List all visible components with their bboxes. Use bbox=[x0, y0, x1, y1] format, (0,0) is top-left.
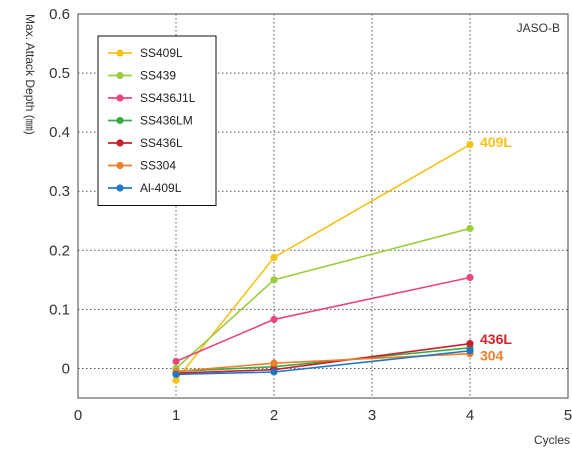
legend-entry: SS439 bbox=[140, 69, 176, 83]
legend-entry: SS304 bbox=[140, 159, 176, 173]
legend-swatch-marker bbox=[116, 49, 124, 57]
data-point bbox=[466, 140, 474, 149]
end-label: 304 bbox=[480, 347, 504, 363]
data-point bbox=[466, 273, 474, 282]
end-label: 436L bbox=[480, 331, 512, 347]
end-label: 409L bbox=[480, 134, 512, 150]
y-tick-label: 0.1 bbox=[49, 301, 70, 318]
series-line bbox=[175, 143, 471, 381]
series-ss436j1l bbox=[172, 273, 474, 365]
data-point bbox=[172, 357, 180, 365]
y-tick-label: 0.3 bbox=[49, 183, 70, 200]
data-point bbox=[270, 253, 278, 261]
legend-entry: SS409L bbox=[140, 46, 183, 60]
legend-box bbox=[97, 35, 217, 206]
legend-swatch-marker bbox=[116, 116, 124, 125]
data-point bbox=[172, 376, 180, 384]
y-tick-label: 0.4 bbox=[49, 124, 70, 141]
y-tick-label: 0.5 bbox=[49, 65, 70, 82]
data-point bbox=[270, 315, 278, 324]
legend-swatch-marker bbox=[116, 161, 124, 170]
x-tick-label: 2 bbox=[270, 407, 278, 424]
y-axis-label: Max. Attack Depth (㎜) bbox=[23, 14, 37, 135]
data-point bbox=[466, 224, 474, 233]
legend: SS409L SS439 SS436J1L SS436LM SS436L SS304 Al-… bbox=[97, 35, 217, 206]
y-tick-label: 0 bbox=[62, 360, 70, 377]
data-point bbox=[466, 347, 474, 355]
x-tick-label: 3 bbox=[368, 407, 376, 424]
data-point bbox=[466, 340, 474, 348]
y-tick-labels: 0 0.1 0.2 0.3 0.4 0.5 0.6 bbox=[49, 6, 70, 377]
data-point bbox=[172, 370, 180, 378]
x-tick-labels: 0 1 2 3 4 5 bbox=[74, 407, 572, 424]
data-point bbox=[270, 276, 278, 284]
legend-entry: SS436L bbox=[140, 136, 183, 150]
plot-frame bbox=[77, 13, 569, 399]
legend-swatch-marker bbox=[116, 184, 124, 192]
data-point bbox=[270, 359, 278, 367]
x-tick-label: 1 bbox=[172, 407, 180, 424]
y-tick-label: 0.6 bbox=[49, 6, 70, 23]
legend-swatch-marker bbox=[116, 94, 124, 102]
legend-swatch-marker bbox=[116, 71, 124, 80]
data-point bbox=[270, 368, 278, 376]
x-axis-label: Cycles bbox=[534, 433, 570, 447]
series-layer bbox=[172, 140, 474, 384]
series-ss409l bbox=[172, 140, 474, 384]
y-tick-label: 0.2 bbox=[49, 242, 70, 259]
x-tick-label: 5 bbox=[564, 407, 572, 424]
x-tick-label: 0 bbox=[74, 407, 82, 424]
legend-entry: SS436LM bbox=[140, 114, 193, 128]
series-al-409l bbox=[172, 347, 474, 378]
corner-label: JASO-B bbox=[517, 21, 560, 35]
series-line bbox=[175, 227, 471, 370]
legend-entry: SS436J1L bbox=[140, 91, 196, 105]
legend-swatch-marker bbox=[116, 139, 124, 147]
x-tick-label: 4 bbox=[466, 407, 474, 424]
series-ss439 bbox=[172, 224, 474, 373]
series-ss436l bbox=[172, 340, 474, 377]
legend-entry: Al-409L bbox=[140, 181, 182, 195]
